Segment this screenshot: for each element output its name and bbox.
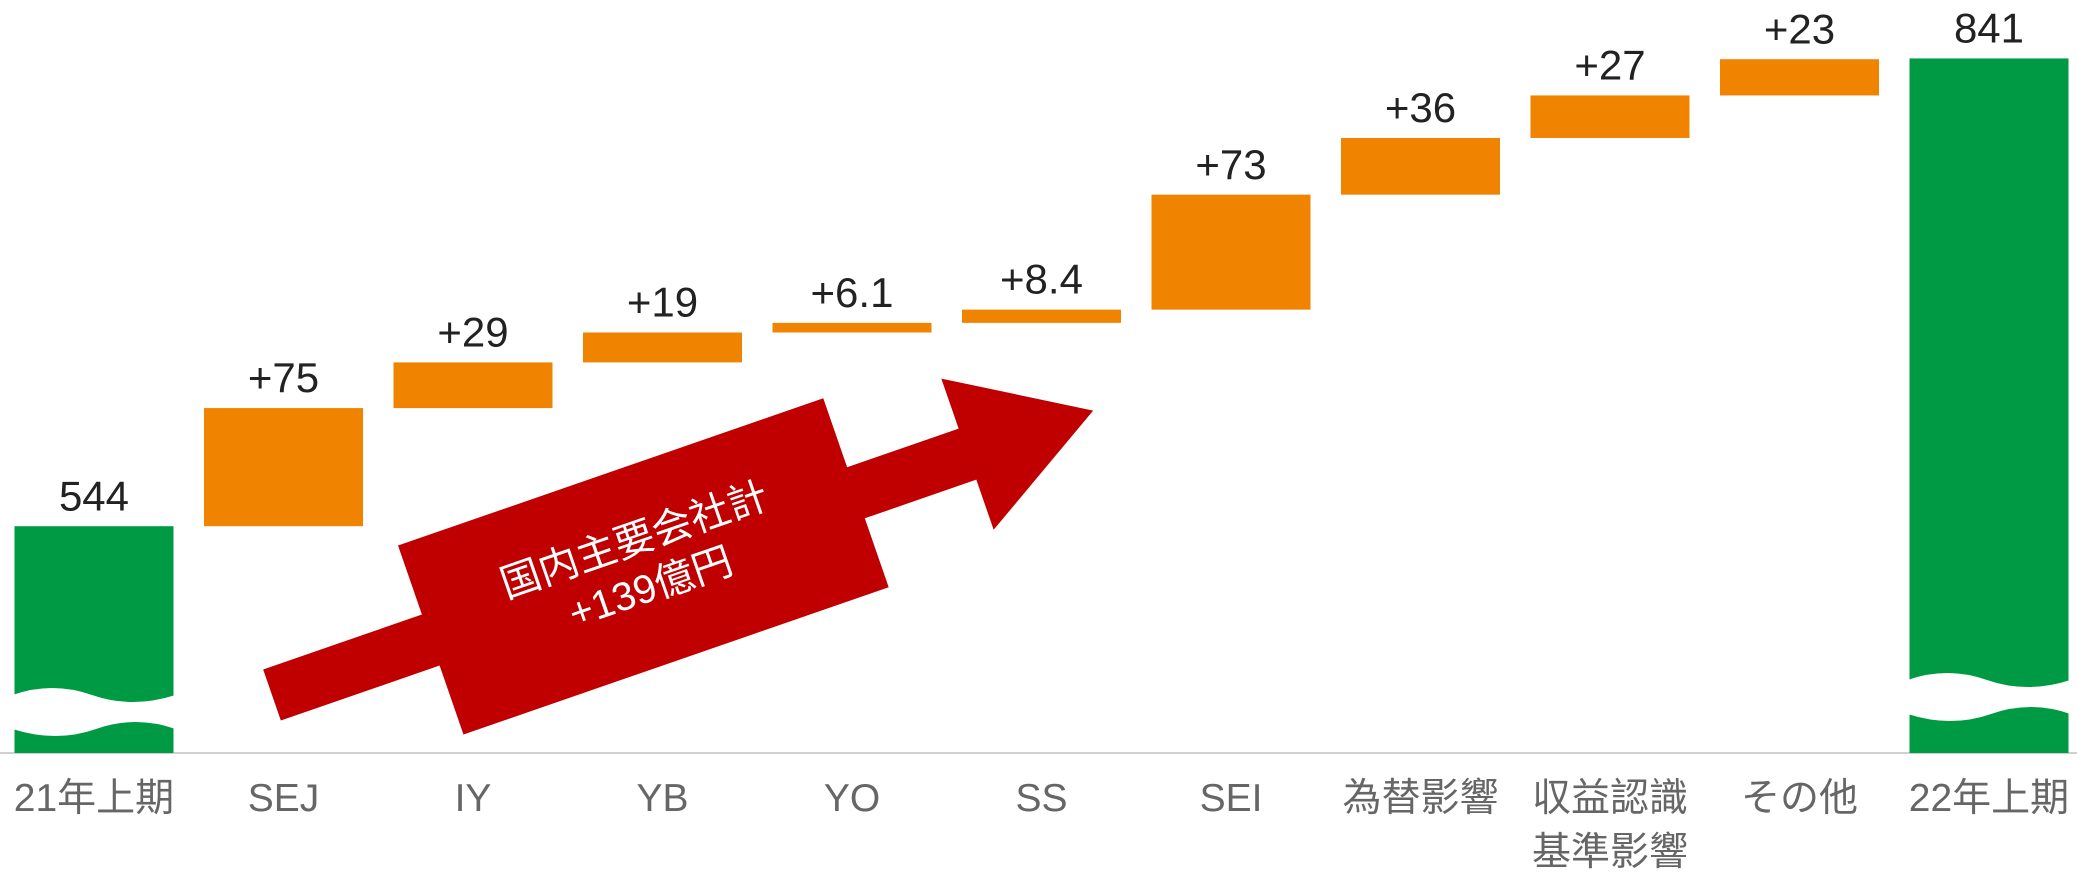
- value-label: +23: [1764, 5, 1835, 52]
- x-tick-label: YO: [823, 777, 881, 820]
- increase-bar: [204, 408, 363, 527]
- x-tick-label: 22年上期: [1908, 777, 2070, 820]
- increase-bar: [1341, 137, 1500, 195]
- x-tick-label: YB: [636, 777, 689, 820]
- increase-bar: [962, 309, 1121, 323]
- total-bar: [1909, 58, 2069, 754]
- x-tick-label: IY: [454, 777, 492, 820]
- value-label: +8.4: [1000, 256, 1083, 303]
- x-tick-label: SS: [1015, 777, 1068, 820]
- increase-bar: [1151, 194, 1311, 310]
- arrow-shape: [263, 378, 1094, 735]
- value-label: 544: [59, 472, 129, 519]
- increase-bar: [583, 332, 742, 363]
- increase-bar: [1530, 95, 1690, 138]
- x-tick-label: SEJ: [247, 777, 320, 820]
- x-tick-label: 21年上期: [13, 777, 175, 820]
- arrow: 国内主要会社計 +139億円: [263, 378, 1094, 735]
- axis-break: [12, 688, 176, 736]
- increase-bar: [772, 322, 932, 333]
- increase-bar: [393, 362, 553, 409]
- value-label: +75: [248, 354, 319, 401]
- value-label: +6.1: [811, 269, 894, 316]
- value-label: +19: [627, 279, 698, 326]
- value-label: 841: [1954, 5, 2024, 52]
- value-label: +29: [437, 308, 508, 355]
- x-tick-label: その他: [1740, 777, 1858, 820]
- increase-bar: [1720, 59, 1879, 96]
- x-tick-label: SEI: [1199, 777, 1263, 820]
- value-label: +27: [1574, 42, 1645, 89]
- axis-break: [1907, 673, 2071, 721]
- value-label: +36: [1385, 84, 1456, 131]
- x-tick-label: 収益認識 基準影響: [1531, 777, 1688, 874]
- x-tick-label: 為替影響: [1342, 777, 1499, 820]
- value-label: +73: [1195, 141, 1266, 188]
